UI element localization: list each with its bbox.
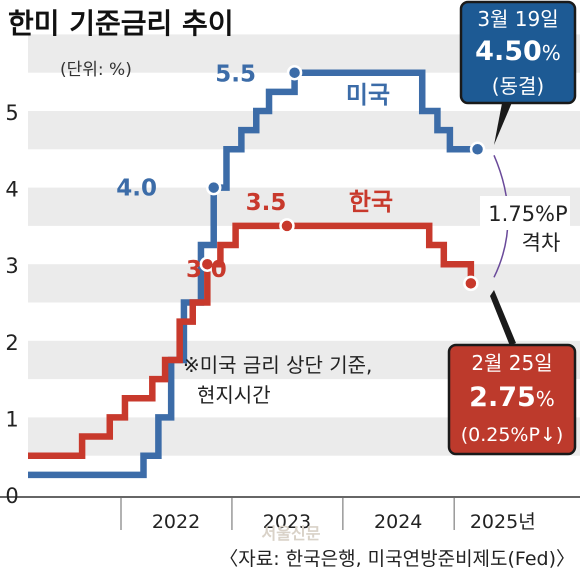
us-callout-box: 3월 19일 4.50% (동결) (459, 0, 577, 105)
chart-title: 한미 기준금리 추이 (8, 7, 234, 40)
series-label-kr: 한국 (349, 188, 393, 216)
note-line-2: 현지시간 (197, 383, 271, 407)
gap-label-bg (480, 196, 570, 230)
kr-marker-35 (279, 218, 295, 234)
watermark: 서울신문 (262, 524, 321, 543)
series-line-kr (28, 222, 475, 459)
source-label: 〈자료: 한국은행, 미국연방준비제도(Fed)〉 (219, 548, 575, 570)
kr-label-35: 3.5 (246, 190, 287, 216)
kr-callout-pointer (490, 290, 516, 346)
kr-marker-30 (199, 256, 216, 272)
series-label-us: 미국 (346, 81, 390, 109)
grid-band (28, 111, 580, 150)
us-callout-pointer (494, 98, 513, 145)
us-label-55: 5.5 (215, 62, 256, 88)
series-line-us (28, 69, 478, 479)
kr-callout-date: 2월 25일 (471, 351, 552, 375)
us-marker-4 (205, 179, 222, 196)
y-tick-label: 2 (5, 331, 18, 355)
y-tick-label: 0 (5, 484, 18, 508)
y-tick-label: 4 (5, 178, 18, 202)
x-tick-label: 2025년 (470, 511, 536, 533)
y-tick-label: 3 (5, 254, 18, 278)
unit-label: (단위: %) (60, 60, 132, 80)
us-label-4: 4.0 (116, 176, 157, 202)
us-callout-bg (459, 0, 577, 105)
note-line-1: ※미국 금리 상단 기준, (183, 353, 372, 377)
y-tick-label: 1 (5, 407, 18, 431)
us-callout-value: 4.50% (475, 36, 561, 67)
gap-value-label: 1.75%P (488, 202, 567, 226)
kr-callout-value: 2.75% (469, 382, 555, 413)
kr-callout-bg (447, 343, 577, 456)
kr-label-30: 3.0 (186, 257, 227, 283)
grid-band (28, 264, 580, 303)
gap-text-label: 격차 (522, 231, 561, 255)
us-callout-status: (동결) (492, 74, 544, 98)
us-marker-55 (286, 64, 303, 81)
gap-label-bg (515, 226, 565, 256)
kr-marker-end (463, 275, 479, 292)
x-tick-label: 2023 (263, 511, 311, 533)
kr-callout-change: (0.25%P↓) (461, 424, 564, 446)
x-tick-label: 2024 (374, 511, 422, 533)
us-marker-end (469, 141, 486, 158)
kr-callout-box: 2월 25일 2.75% (0.25%P↓) (447, 343, 577, 456)
us-callout-date: 3월 19일 (477, 7, 558, 31)
x-tick-label: 2022 (152, 511, 200, 533)
y-tick-label: 5 (5, 101, 18, 125)
